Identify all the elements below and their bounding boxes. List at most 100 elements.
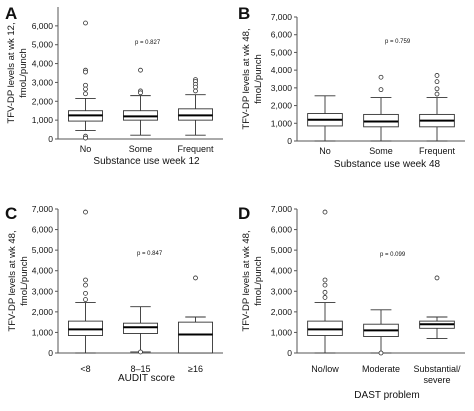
- outlier-point: [322, 295, 328, 300]
- y-tick-label: 4,000: [271, 266, 293, 276]
- x-axis-label: AUDIT score: [118, 373, 175, 384]
- x-category-label: <8: [80, 364, 90, 374]
- outlier-point: [322, 282, 328, 288]
- box-1: [363, 74, 399, 142]
- p-value-annotation: p = 0.847: [137, 251, 163, 257]
- y-tick-label: 2,000: [271, 307, 293, 317]
- panel-b: B 0 1,000 2,000 3,000 4,000 5,000 6,000 7,000 TFV…: [238, 4, 465, 170]
- iqr-box: [177, 321, 213, 354]
- box-1: [122, 306, 158, 355]
- outlier-point: [83, 290, 88, 296]
- y-tick-label: 2,000: [271, 101, 293, 111]
- outlier-point: [83, 277, 88, 283]
- y-axis-label: TFV-DP levels at wk 12,: [6, 22, 17, 123]
- y-tick-label: 3,000: [271, 286, 293, 296]
- outlier-point: [83, 209, 88, 215]
- x-category-label: Some: [129, 144, 153, 154]
- y-tick-label: 2,000: [32, 307, 54, 317]
- y-tick-label: 5,000: [32, 245, 54, 255]
- box-2: [177, 275, 213, 354]
- outlier-point: [434, 91, 440, 97]
- y-tick-label: 1,000: [271, 118, 293, 128]
- y-tick-label: 6,000: [32, 21, 54, 31]
- y-tick-label: 6,000: [271, 30, 293, 40]
- box-0: [67, 20, 103, 141]
- outlier-point: [193, 88, 198, 94]
- outlier-point: [138, 90, 143, 96]
- y-axis-label: TFV-DP levels at wk 48,: [241, 230, 252, 331]
- y-tick-label: 0: [48, 134, 53, 144]
- outlier-point: [434, 275, 440, 281]
- outlier-point: [434, 73, 440, 78]
- y-axis-label-unit: fmoL/punch: [18, 48, 29, 98]
- outlier-point: [138, 67, 143, 73]
- outlier-point: [322, 277, 328, 283]
- box-0: [67, 209, 103, 354]
- box-2: [419, 275, 455, 340]
- panel-letter: D: [238, 204, 250, 223]
- y-tick-label: 1,000: [271, 327, 293, 337]
- panel-letter: B: [238, 4, 250, 23]
- iqr-box: [307, 320, 343, 336]
- outlier-point: [378, 74, 384, 80]
- x-category-label: No: [80, 144, 92, 154]
- x-category-label: No/low: [311, 364, 339, 374]
- box-0: [307, 209, 343, 354]
- outlier-point: [322, 209, 328, 215]
- x-category-label: ≥16: [188, 364, 203, 374]
- outlier-point: [83, 297, 88, 302]
- outlier-point: [138, 349, 143, 355]
- y-tick-label: 3,000: [271, 83, 293, 93]
- outlier-point: [434, 86, 440, 92]
- y-axis-label: TFV-DP levels at wk 48,: [7, 230, 18, 331]
- y-tick-label: 2,000: [32, 96, 54, 106]
- x-category-label: Frequent: [177, 144, 214, 154]
- x-category-label: Substantial/severe: [413, 364, 461, 385]
- box-2: [419, 73, 455, 142]
- box-1: [363, 309, 399, 356]
- iqr-box: [122, 322, 158, 334]
- x-category-label: 8–15: [130, 364, 150, 374]
- y-tick-label: 0: [287, 136, 292, 146]
- y-tick-label: 7,000: [271, 204, 293, 214]
- outlier-point: [83, 135, 88, 141]
- outlier-point: [83, 86, 88, 92]
- x-category-label: Frequent: [419, 146, 456, 156]
- y-tick-label: 5,000: [271, 47, 293, 57]
- outlier-point: [83, 69, 88, 75]
- y-axis-label: TFV-DP levels at wk 48,: [241, 28, 252, 129]
- y-tick-label: 1,000: [32, 327, 54, 337]
- y-tick-label: 4,000: [271, 65, 293, 75]
- y-tick-label: 0: [287, 348, 292, 358]
- p-value-annotation: p = 0.759: [385, 39, 411, 45]
- x-category-label: Moderate: [362, 364, 400, 374]
- y-tick-label: 3,000: [32, 286, 54, 296]
- outlier-point: [83, 91, 88, 97]
- outlier-point: [83, 282, 88, 288]
- x-category-label: No: [319, 146, 331, 156]
- p-value-annotation: p = 0.827: [135, 40, 161, 46]
- y-axis-label-unit: fmoL/punch: [253, 256, 264, 306]
- y-axis-label-unit: fmoL/punch: [253, 54, 264, 104]
- x-axis-label: Substance use week 12: [93, 156, 200, 167]
- outlier-point: [83, 20, 88, 26]
- y-tick-label: 5,000: [271, 245, 293, 255]
- outlier-point: [434, 79, 440, 85]
- panel-c: C 0 1,000 2,000 3,000 4,000 5,000 6,000 7,000 TFV…: [5, 204, 223, 384]
- box-1: [122, 67, 158, 136]
- box-0: [307, 95, 343, 142]
- y-tick-label: 7,000: [271, 12, 293, 22]
- y-tick-label: 6,000: [271, 225, 293, 235]
- y-tick-label: 6,000: [32, 225, 54, 235]
- y-tick-label: 4,000: [32, 266, 54, 276]
- panel-a: A 0 1,000 2,000 3,000 4,000 5,000 6,000 TFV-DP l…: [5, 4, 223, 167]
- panel-d: D 0 1,000 2,000 3,000 4,000 5,000 6,000 7,000 TFV…: [238, 204, 465, 401]
- y-tick-label: 1,000: [32, 115, 54, 125]
- box-2: [177, 77, 213, 136]
- y-tick-label: 3,000: [32, 77, 54, 87]
- panel-letter: C: [5, 204, 17, 223]
- x-category-label: Some: [369, 146, 393, 156]
- y-axis-label-unit: fmoL/punch: [19, 256, 30, 306]
